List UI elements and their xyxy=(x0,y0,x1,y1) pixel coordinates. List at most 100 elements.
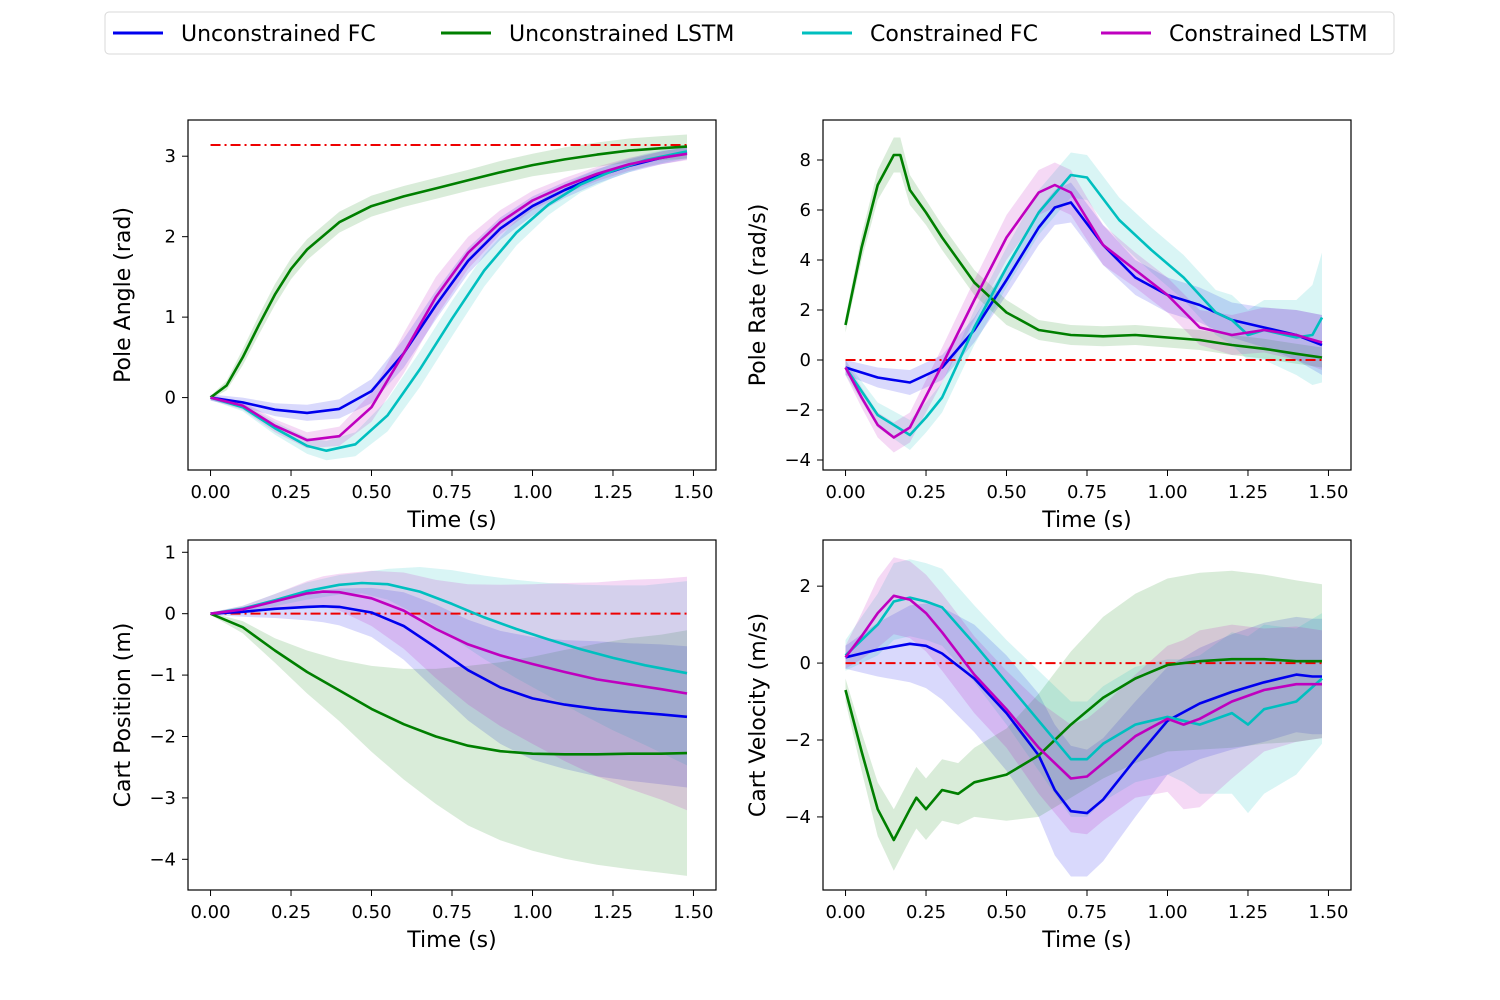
plot-area xyxy=(844,137,1324,453)
y-tick-label: 2 xyxy=(800,300,811,321)
y-tick-label: 0 xyxy=(800,350,811,371)
y-tick-label: −3 xyxy=(149,788,176,809)
plot-area xyxy=(844,557,1323,877)
series-band xyxy=(845,557,1322,835)
legend-entry: Unconstrained LSTM xyxy=(441,22,734,47)
x-tick-label: 0.50 xyxy=(351,902,391,923)
series-line xyxy=(845,642,1322,815)
series-band xyxy=(210,612,687,876)
series-band xyxy=(210,146,687,421)
x-tick-label: 0.00 xyxy=(825,902,865,923)
series-band xyxy=(845,137,1322,368)
y-tick-label: −2 xyxy=(149,726,176,747)
y-tick-label: 1 xyxy=(165,542,176,563)
legend-frame xyxy=(104,11,1395,55)
x-tick-label: 1.00 xyxy=(512,482,552,503)
series-line xyxy=(209,612,688,756)
y-tick-label: −4 xyxy=(784,450,811,471)
x-tick-label: 0.75 xyxy=(1067,902,1107,923)
legend-label: Constrained FC xyxy=(870,22,1038,47)
series-line xyxy=(844,594,1322,780)
x-tick-label: 0.00 xyxy=(190,902,230,923)
y-tick-label: 0 xyxy=(165,604,176,625)
legend-entry: Constrained FC xyxy=(802,22,1038,47)
y-tick-label: 3 xyxy=(165,146,176,167)
plot-area xyxy=(209,134,688,461)
legend-label: Constrained LSTM xyxy=(1169,22,1368,47)
y-tick-label: 0 xyxy=(165,388,176,409)
x-axis-label: Time (s) xyxy=(1041,508,1131,533)
y-tick-label: −2 xyxy=(784,730,811,751)
x-tick-label: 0.25 xyxy=(271,482,311,503)
x-tick-label: 0.25 xyxy=(271,902,311,923)
x-tick-label: 0.25 xyxy=(906,902,946,923)
series-line xyxy=(844,153,1323,359)
legend-entry: Unconstrained FC xyxy=(113,22,376,47)
y-tick-label: −2 xyxy=(784,400,811,421)
y-axis-label: Cart Position (m) xyxy=(111,623,136,808)
series-line xyxy=(210,581,688,675)
legend-entry: Constrained LSTM xyxy=(1101,22,1368,47)
x-tick-label: 1.00 xyxy=(1147,902,1187,923)
x-tick-label: 1.50 xyxy=(673,902,713,923)
series-line xyxy=(210,604,688,719)
y-tick-label: 0 xyxy=(800,653,811,674)
series-line xyxy=(844,183,1323,439)
series-band xyxy=(845,152,1322,450)
subplot-4: 0.00 0.25 0.50 0.75 1.00 1.25 1.50 −4 −2 0 2 Time (… xyxy=(746,539,1352,953)
series-band xyxy=(210,570,687,811)
y-tick-label: −1 xyxy=(149,665,176,686)
x-tick-label: 1.25 xyxy=(593,902,633,923)
y-tick-label: −4 xyxy=(784,807,811,828)
x-tick-label: 1.25 xyxy=(1228,482,1268,503)
x-axis-label: Time (s) xyxy=(1041,928,1131,953)
legend: Unconstrained FC Unconstrained LSTM Constr… xyxy=(104,11,1395,55)
series-band xyxy=(845,570,1322,871)
x-tick-label: 0.75 xyxy=(1067,482,1107,503)
x-tick-label: 1.50 xyxy=(1308,482,1348,503)
x-tick-label: 0.00 xyxy=(825,482,865,503)
series-line xyxy=(844,596,1323,761)
x-tick-label: 0.00 xyxy=(190,482,230,503)
x-axis-label: Time (s) xyxy=(406,928,496,953)
y-tick-label: 4 xyxy=(800,250,811,271)
y-tick-label: 6 xyxy=(800,200,811,221)
x-tick-label: 0.25 xyxy=(906,482,946,503)
subplot-3: 0.00 0.25 0.50 0.75 1.00 1.25 1.50 −4 −3 −2 −1 0 1 Ti… xyxy=(111,539,717,953)
x-tick-label: 1.25 xyxy=(1228,902,1268,923)
legend-label: Unconstrained LSTM xyxy=(509,22,734,47)
x-axis-label: Time (s) xyxy=(406,508,496,533)
series-line xyxy=(210,150,688,453)
plot-area xyxy=(209,567,688,876)
series-line xyxy=(210,590,688,695)
series-line xyxy=(845,201,1323,384)
x-tick-label: 0.50 xyxy=(986,902,1026,923)
subplots: 0.00 0.25 0.50 0.75 1.00 1.25 1.50 0 1 2 3 Time (s)… xyxy=(111,119,1352,953)
x-tick-label: 0.75 xyxy=(432,482,472,503)
x-tick-label: 0.75 xyxy=(432,902,472,923)
x-tick-label: 1.25 xyxy=(593,482,633,503)
series-band xyxy=(210,567,687,766)
subplot-1: 0.00 0.25 0.50 0.75 1.00 1.25 1.50 0 1 2 3 Time (s)… xyxy=(111,119,717,533)
x-tick-label: 0.50 xyxy=(351,482,391,503)
x-tick-label: 1.50 xyxy=(1308,902,1348,923)
y-axis-label: Pole Rate (rad/s) xyxy=(746,204,771,387)
series-band xyxy=(845,559,1322,817)
y-tick-label: 2 xyxy=(165,227,176,248)
y-tick-label: 1 xyxy=(165,307,176,328)
x-tick-label: 1.00 xyxy=(512,902,552,923)
x-tick-label: 1.00 xyxy=(1147,482,1187,503)
y-tick-label: −4 xyxy=(149,849,176,870)
y-axis-label: Cart Velocity (m/s) xyxy=(746,613,771,817)
legend-label: Unconstrained FC xyxy=(181,22,376,47)
series-line xyxy=(210,152,688,442)
series-band xyxy=(210,587,687,788)
series-line xyxy=(209,145,688,399)
y-tick-label: 2 xyxy=(800,576,811,597)
x-tick-label: 1.50 xyxy=(673,482,713,503)
x-tick-label: 0.50 xyxy=(986,482,1026,503)
series-band xyxy=(210,147,687,449)
series-line xyxy=(844,657,1322,842)
subplot-2: 0.00 0.25 0.50 0.75 1.00 1.25 1.50 −4 −2 0 2 4 6 8 Tim… xyxy=(746,119,1352,533)
